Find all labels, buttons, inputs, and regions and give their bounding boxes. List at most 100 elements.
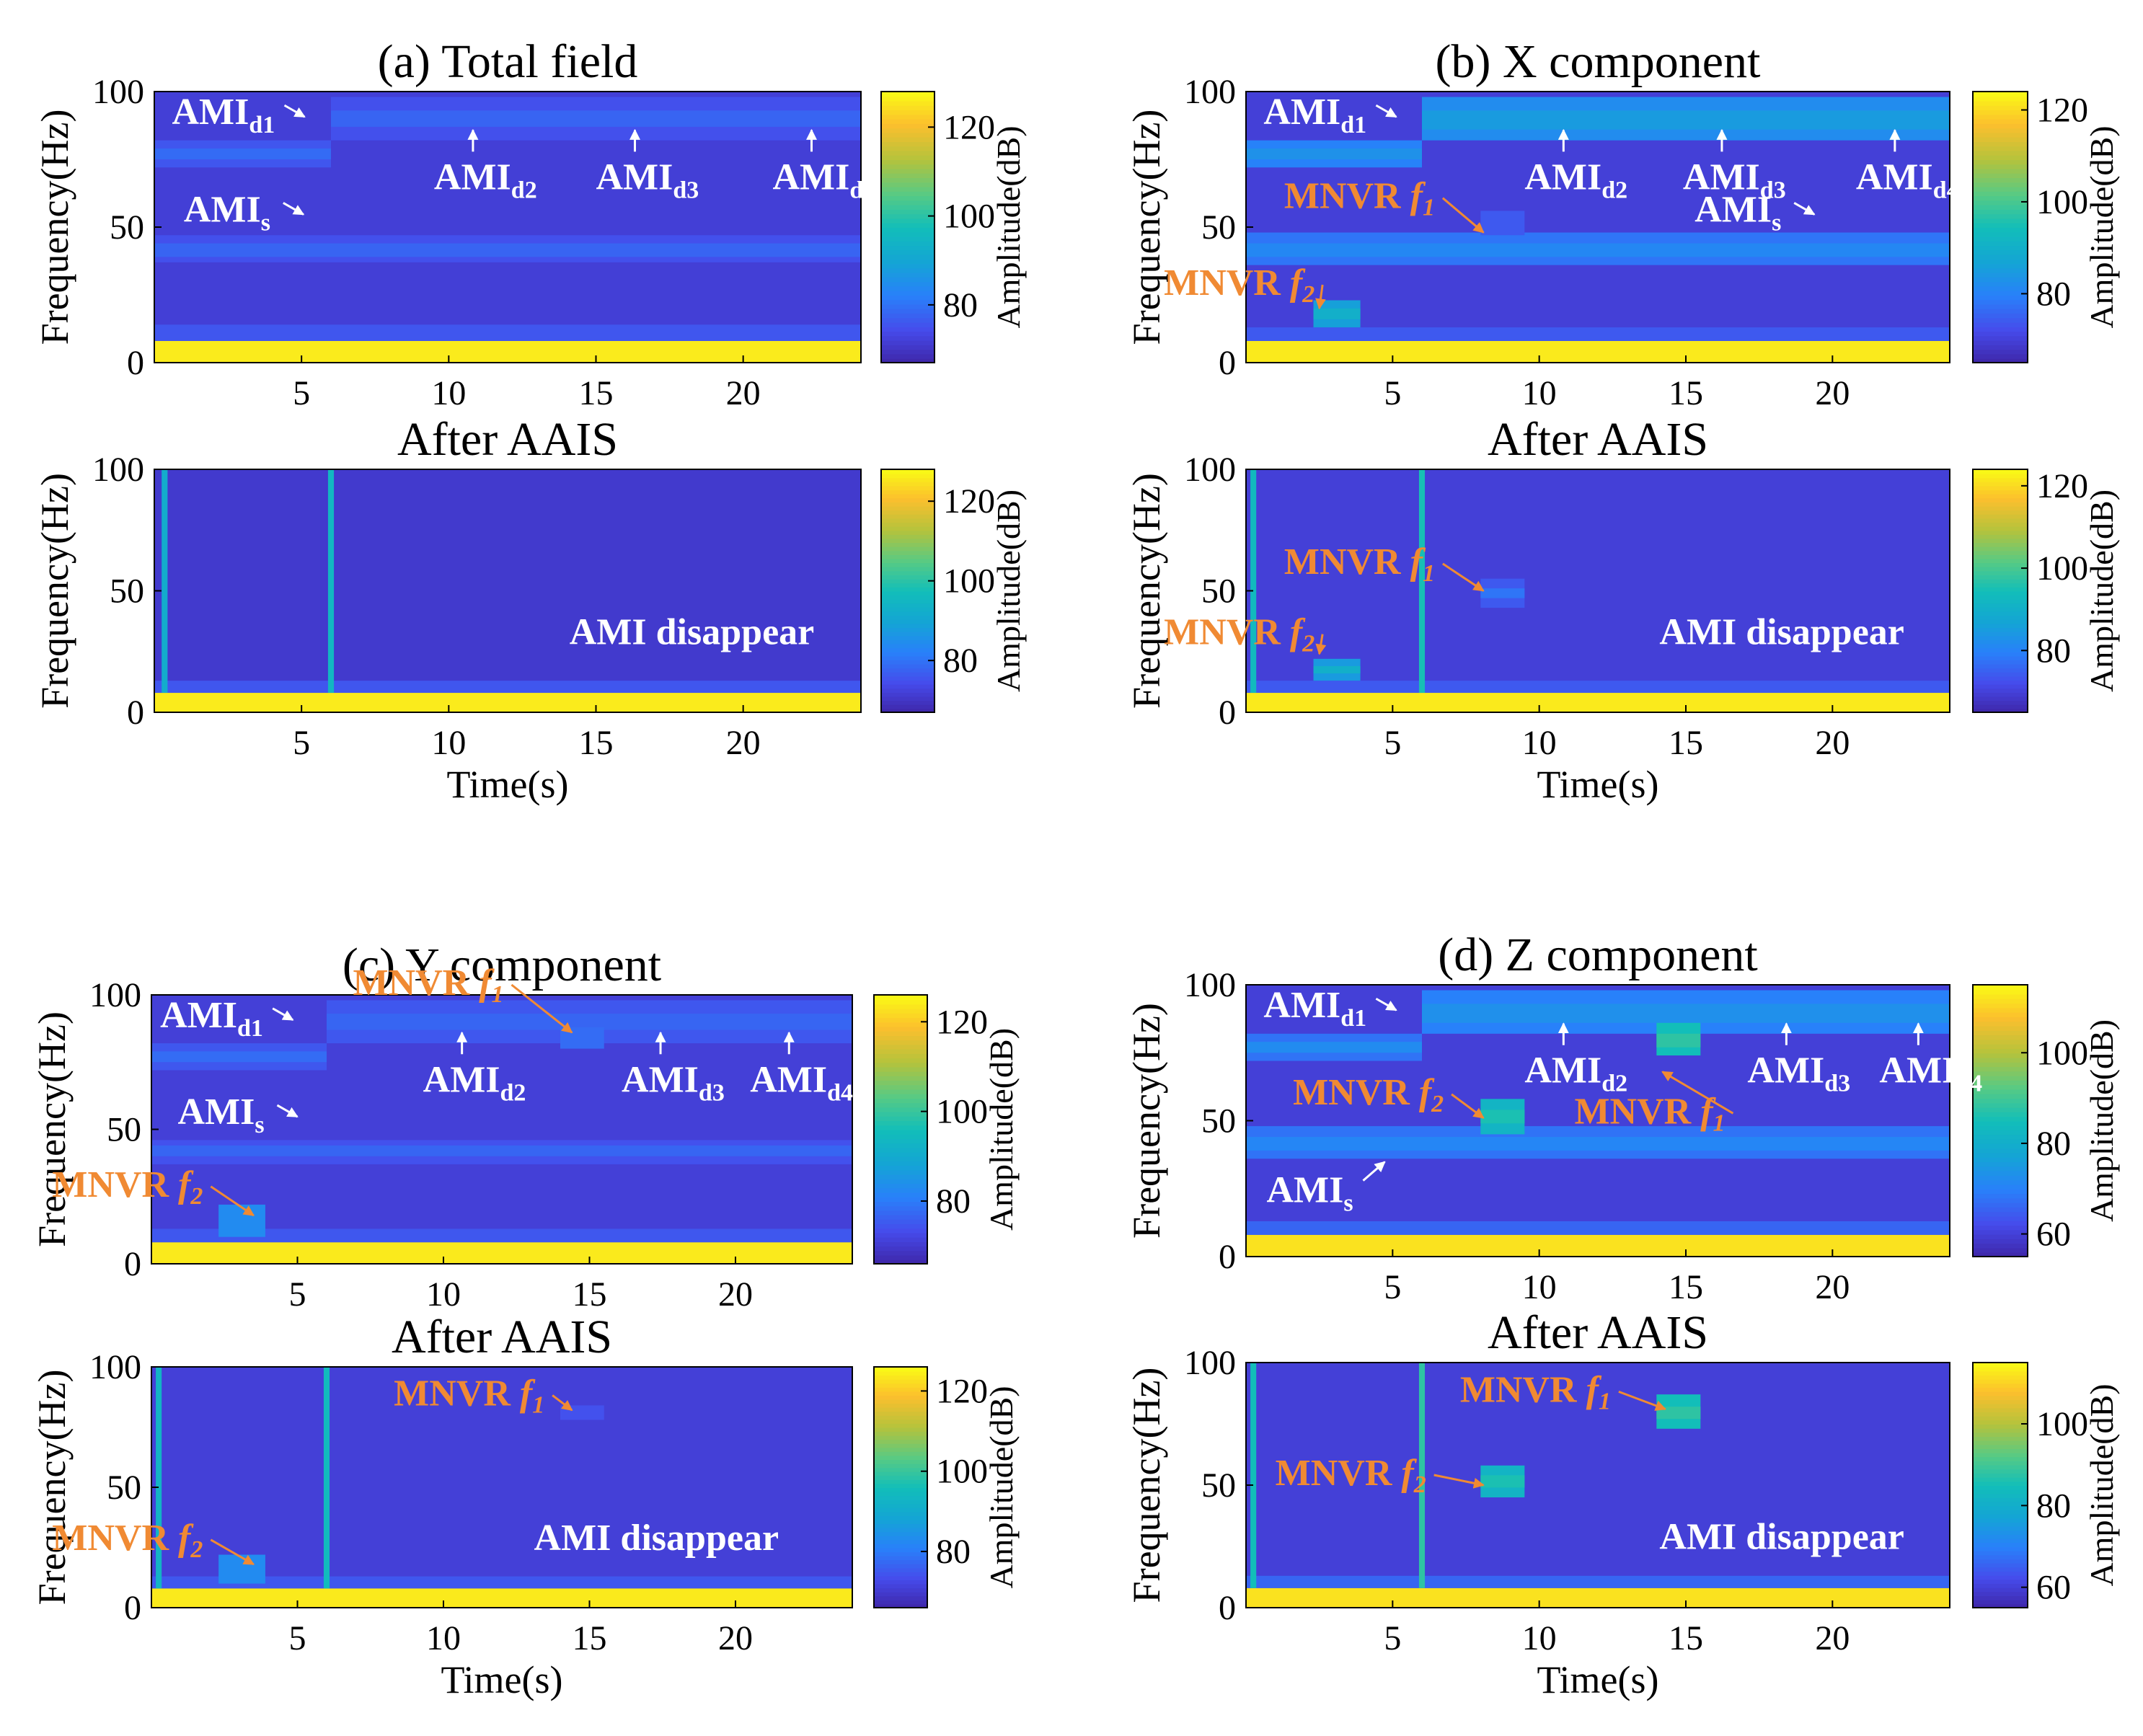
- colorbar-segment: [874, 1463, 927, 1469]
- colorbar-segment: [881, 469, 934, 474]
- annotation-ami-base: AMI: [596, 156, 673, 198]
- colorbar-segment: [874, 1048, 927, 1054]
- annotation-arrow: [1375, 104, 1397, 118]
- colorbar-segment: [881, 240, 934, 247]
- heatmap-band: [151, 1588, 852, 1608]
- colorbar-segment: [1973, 1247, 2028, 1253]
- heatmap-band: [1246, 1042, 1422, 1053]
- colorbar-segment: [874, 1012, 927, 1019]
- y-tick-label: 50: [1201, 1466, 1236, 1505]
- colorbar-segment: [1973, 326, 2028, 332]
- annotation-ami-base: AMI: [1683, 156, 1760, 198]
- colorbar-segment: [1973, 1489, 2028, 1494]
- colorbar-segment: [881, 276, 934, 283]
- colorbar-segment: [881, 308, 934, 314]
- annotation-ami-base: AMI: [184, 189, 261, 230]
- annotation-ami: AMIs: [177, 1091, 264, 1138]
- colorbar-segment: [1973, 150, 2028, 156]
- annotation-ami-base: AMI: [1747, 1050, 1824, 1091]
- annotation-mnvr-f: f: [178, 1518, 194, 1559]
- panel-title: (d) Z component: [1438, 929, 1758, 981]
- colorbar-segment: [1973, 1366, 2028, 1372]
- x-tick-label: 5: [289, 1619, 306, 1657]
- colorbar-segment: [1973, 1363, 2028, 1368]
- colorbar-tick-label: 100: [943, 198, 995, 236]
- panel-c-top: 5 10 15 20 0 50 100 (c) Y component Frequency(Hz…: [30, 939, 1020, 1314]
- colorbar-segment: [874, 1125, 927, 1130]
- x-tick-label: 10: [426, 1275, 461, 1314]
- colorbar-segment: [1973, 1011, 2028, 1017]
- annotation-ami: AMId3: [596, 156, 699, 203]
- colorbar-segment: [1973, 1116, 2028, 1122]
- colorbar-segment: [874, 1075, 927, 1081]
- colorbar-segment: [874, 1531, 927, 1536]
- colorbar-segment: [1973, 595, 2028, 600]
- annotation-text: AMI disappear: [1659, 612, 1904, 653]
- colorbar-segment: [881, 542, 934, 547]
- colorbar-segment: [874, 999, 927, 1005]
- annotation-ami-subscript: d2: [500, 1079, 526, 1106]
- colorbar-segment: [1973, 213, 2028, 219]
- annotation-ami-base: AMI: [172, 92, 249, 133]
- colorbar-segment: [1973, 530, 2028, 535]
- heatmap-band: [1246, 1575, 1950, 1588]
- colorbar-segment: [1973, 222, 2028, 228]
- colorbar-segment: [874, 1071, 927, 1076]
- colorbar-tick-label: 100: [936, 1453, 988, 1491]
- y-tick-label: 100: [1184, 966, 1236, 1004]
- y-tick-label: 100: [92, 451, 144, 489]
- colorbar-segment: [881, 490, 934, 495]
- colorbar-segment: [1973, 655, 2028, 660]
- colorbar-segment: [1973, 1220, 2028, 1226]
- colorbar-label: Amplitude(dB): [2083, 1383, 2120, 1586]
- colorbar-segment: [1973, 1403, 2028, 1409]
- colorbar-tick-label: 80: [2036, 632, 2071, 670]
- colorbar-segment: [874, 1004, 927, 1009]
- colorbar-segment: [881, 164, 934, 169]
- colorbar-segment: [1973, 1057, 2028, 1063]
- colorbar-segment: [874, 1183, 927, 1189]
- colorbar-segment: [881, 190, 934, 197]
- colorbar-segment: [874, 1435, 927, 1440]
- colorbar-segment: [874, 1035, 927, 1041]
- colorbar-segment: [881, 172, 934, 179]
- colorbar-segment: [1973, 154, 2028, 160]
- heatmap-band: [154, 324, 861, 341]
- colorbar-segment: [1973, 570, 2028, 576]
- annotation-arrow: [1441, 197, 1485, 234]
- colorbar-segment: [874, 1451, 927, 1456]
- colorbar-tick-label: 80: [2036, 275, 2071, 313]
- panel-title: After AAIS: [1488, 1306, 1708, 1359]
- colorbar-segment: [1973, 1591, 2028, 1596]
- annotation-mnvr-f: f: [520, 1373, 536, 1414]
- colorbar-segment: [1973, 1571, 2028, 1576]
- annotation-mnvr-base: MNVR: [1164, 262, 1290, 304]
- y-axis-label: Frequency(Hz): [30, 1370, 74, 1606]
- colorbar-segment: [1973, 683, 2028, 689]
- colorbar-segment: [1973, 481, 2028, 487]
- colorbar-segment: [881, 680, 934, 685]
- panel-title: After AAIS: [397, 413, 618, 466]
- annotation-ami: AMId1: [172, 92, 275, 138]
- annotation-mnvr: MNVR f1: [1574, 1091, 1725, 1136]
- colorbar-segment: [1973, 272, 2028, 278]
- colorbar-segment: [881, 611, 934, 616]
- colorbar-segment: [874, 1200, 927, 1207]
- colorbar-segment: [1973, 118, 2028, 124]
- colorbar-segment: [1973, 1542, 2028, 1547]
- colorbar-segment: [874, 1394, 927, 1400]
- annotation-mnvr: MNVR f2: [1164, 262, 1314, 308]
- colorbar-segment: [1973, 1567, 2028, 1572]
- annotation-ami-subscript: d1: [249, 112, 275, 138]
- annotation-mnvr-subscript: 2: [1302, 631, 1314, 657]
- annotation-ami-base: AMI: [622, 1059, 699, 1100]
- colorbar-segment: [881, 575, 934, 580]
- colorbar-label: Amplitude(dB): [2083, 490, 2120, 692]
- colorbar-segment: [874, 1250, 927, 1256]
- colorbar-segment: [881, 128, 934, 133]
- colorbar-segment: [874, 1040, 927, 1045]
- colorbar-segment: [881, 218, 934, 223]
- colorbar-tick-label: 80: [2036, 1487, 2071, 1525]
- colorbar-segment: [874, 1246, 927, 1252]
- annotation-arrow: [1661, 1071, 1734, 1115]
